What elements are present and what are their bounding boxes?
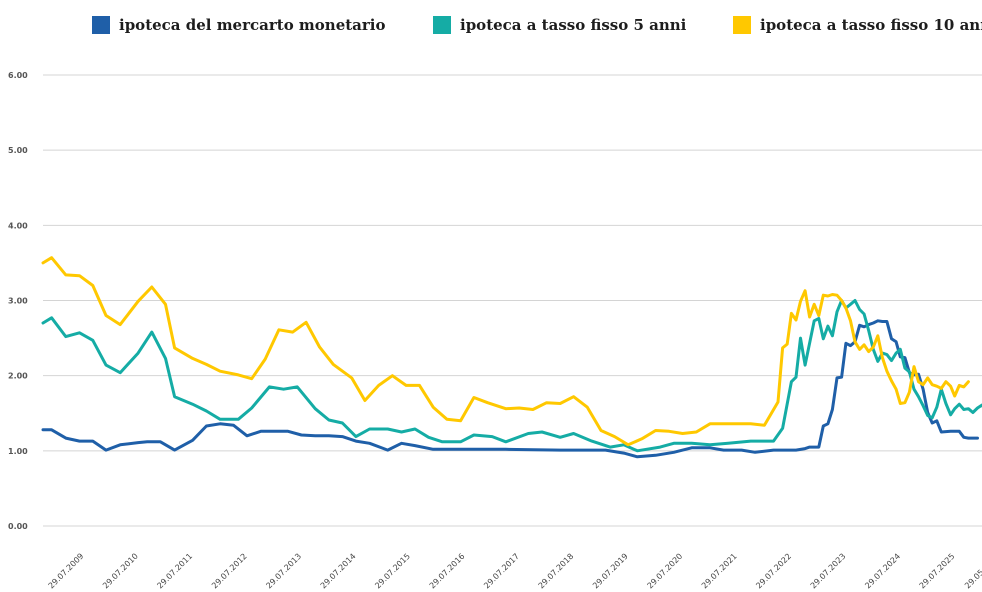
x-tick-label: 29.07.2016	[428, 552, 467, 591]
x-tick-label: 29.07.2012	[210, 552, 249, 591]
legend-item-fixed-10y: ipoteca a tasso fisso 10 anni	[733, 14, 982, 36]
legend-swatch-fixed-5y	[433, 16, 451, 34]
x-tick-label: 29.07.2009	[47, 552, 86, 591]
series-lines	[41, 256, 982, 459]
x-tick-label: 29.07.2020	[646, 552, 685, 591]
x-tick-label: 29.07.2023	[809, 552, 848, 591]
x-tick-label: 29.07.2011	[155, 552, 194, 591]
y-tick-label: 0.00	[8, 522, 28, 531]
y-tick-label: 3.00	[8, 297, 28, 306]
gridlines	[43, 74, 982, 527]
y-axis-ticks: 0.00 1.00 2.00 3.00 4.00 5.00 6.00	[8, 71, 28, 531]
x-tick-label: 29.07.2024	[863, 552, 902, 591]
x-tick-label: 29.07.2017	[482, 552, 521, 591]
series-line-2	[41, 299, 982, 453]
x-tick-label: 29.07.2022	[754, 552, 793, 591]
series-line-1	[41, 319, 979, 459]
legend-swatch-fixed-10y	[733, 16, 751, 34]
x-tick-label: 29.07.2019	[591, 552, 630, 591]
legend-item-fixed-5y: ipoteca a tasso fisso 5 anni	[433, 14, 686, 36]
x-tick-label: 29.07.2018	[537, 552, 576, 591]
y-tick-label: 1.00	[8, 447, 28, 456]
series-line-3	[41, 256, 970, 447]
x-tick-label: 29.07.2010	[101, 552, 140, 591]
legend-swatch-money-market	[92, 16, 110, 34]
legend-label-fixed-10y: ipoteca a tasso fisso 10 anni	[760, 16, 982, 34]
y-tick-label: 2.00	[8, 372, 28, 381]
x-tick-label: 29.05.2026	[963, 552, 982, 591]
x-tick-label: 29.07.2015	[373, 552, 412, 591]
y-tick-label: 6.00	[8, 71, 28, 80]
x-tick-label: 29.07.2013	[264, 552, 303, 591]
y-tick-label: 5.00	[8, 146, 28, 155]
x-tick-label: 29.07.2025	[918, 552, 957, 591]
legend-label-fixed-5y: ipoteca a tasso fisso 5 anni	[460, 16, 687, 34]
legend-item-money-market: ipoteca del mercarto monetario	[92, 14, 386, 36]
y-tick-label: 4.00	[8, 221, 28, 230]
x-tick-label: 29.07.2014	[319, 552, 358, 591]
legend-label-money-market: ipoteca del mercarto monetario	[119, 16, 386, 34]
x-axis-ticks: 29.07.2009 29.07.2010 29.07.2011 29.07.2012…	[47, 552, 982, 591]
x-tick-label: 29.07.2021	[700, 552, 739, 591]
